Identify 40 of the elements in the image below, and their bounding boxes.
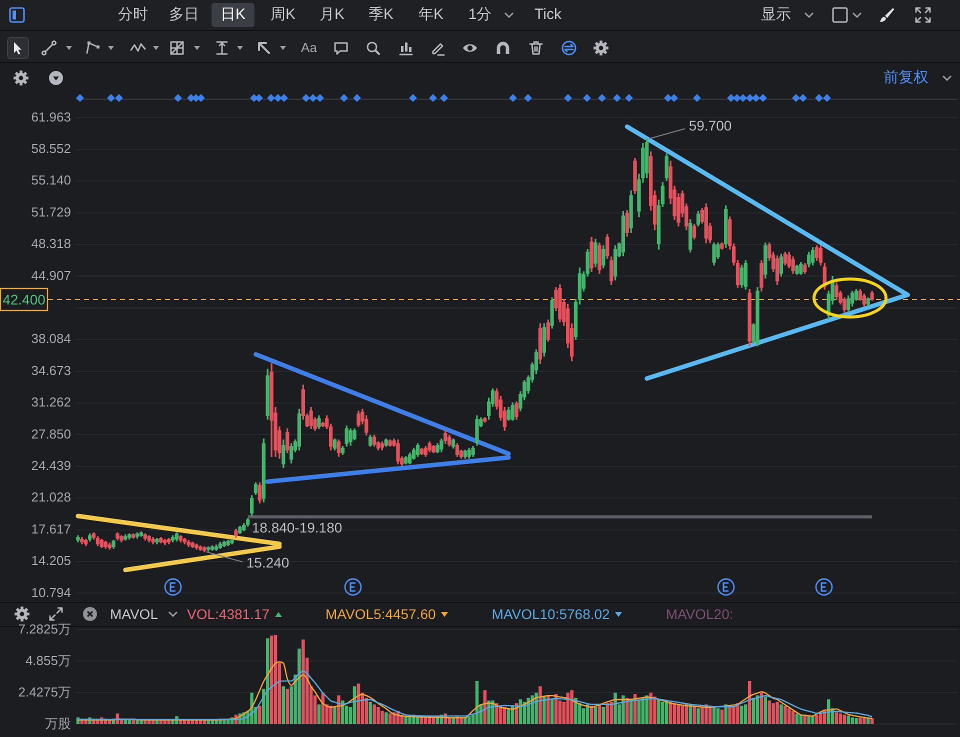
text: 月K — [319, 6, 345, 24]
y-tick-label: 14.205 — [31, 553, 71, 568]
text: 日K — [211, 3, 255, 27]
text: 年K — [418, 6, 444, 24]
y-tick-label: 61.963 — [31, 109, 71, 124]
legend-label: MAVOL10:5768.02 — [492, 605, 610, 623]
y-tick-label: 21.028 — [31, 490, 71, 505]
y-tick-label: 34.673 — [31, 362, 71, 378]
y-tick-label: 58.552 — [31, 141, 71, 156]
y-tick-label: 51.729 — [31, 204, 71, 220]
y-tick-label: 万股 — [45, 716, 71, 731]
y-tick-label: 4.855万 — [25, 652, 71, 668]
ref-line-label: 42.400 — [2, 291, 46, 308]
text: 分时 — [118, 6, 148, 24]
y-tick-label: 55.140 — [31, 172, 71, 188]
y-tick-label: 27.850 — [31, 426, 71, 442]
text: 季K — [368, 6, 394, 24]
text: 周K — [270, 6, 296, 24]
text: 显示 — [761, 6, 791, 24]
text: 前复权 — [884, 69, 928, 87]
y-tick-label: 44.907 — [31, 268, 71, 283]
y-tick-label: 38.084 — [31, 331, 71, 346]
text: Tick — [534, 6, 562, 24]
y-tick-label: 7.2825万 — [18, 621, 71, 636]
text: MAVOL — [110, 605, 158, 623]
band-label: 18.840-19.180 — [252, 519, 342, 536]
y-tick-label: 31.262 — [31, 394, 71, 410]
y-tick-label: 24.439 — [31, 458, 71, 473]
y-tick-label: 17.617 — [31, 521, 71, 536]
y-tick-label: 48.318 — [31, 236, 71, 252]
y-tick-label: 2.4275万 — [18, 684, 71, 700]
text: 1分 — [468, 6, 492, 24]
annotation: 15.240 — [246, 554, 290, 571]
text: 多日 — [169, 6, 199, 24]
text: MAVOL20: — [666, 605, 734, 623]
legend-label: MAVOL5:4457.60 — [326, 605, 436, 623]
text: Aa — [301, 39, 317, 57]
legend-label: VOL:4381.17 — [187, 605, 270, 623]
annotation: 59.700 — [688, 118, 732, 134]
y-tick-label: 10.794 — [31, 584, 71, 600]
